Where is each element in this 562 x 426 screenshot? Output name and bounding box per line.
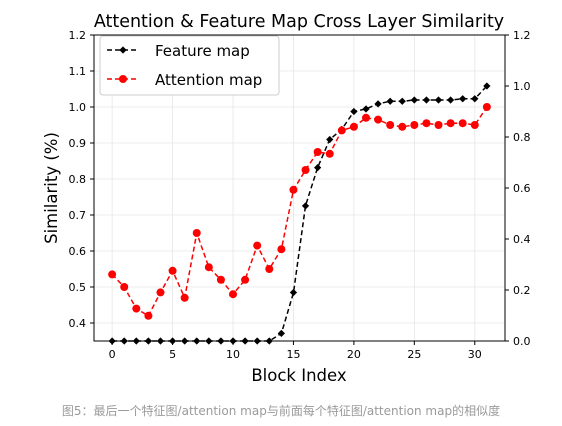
data-point — [168, 266, 177, 275]
data-point — [362, 105, 370, 113]
data-point — [204, 263, 213, 272]
series-line — [111, 106, 488, 317]
data-point — [458, 119, 467, 128]
y2-tick-label: 0.6 — [513, 182, 531, 195]
data-point — [277, 245, 286, 254]
legend-box — [99, 35, 280, 96]
x-axis-label: Block Index — [251, 366, 347, 385]
data-point — [386, 121, 395, 129]
legend-marker — [119, 75, 127, 83]
y-axis-ticks: 0.4 0.5 0.6 0.7 0.8 0.9 1.0 1.1 1.2 — [69, 29, 94, 330]
data-point — [434, 96, 443, 104]
data-point — [253, 241, 262, 250]
y2-tick-label: 0.0 — [513, 335, 531, 348]
data-point — [144, 311, 153, 320]
data-point — [265, 265, 274, 273]
data-point — [241, 275, 250, 284]
data-point — [398, 97, 406, 105]
data-point — [386, 97, 394, 105]
data-point — [374, 100, 382, 108]
y-tick-label: 1.1 — [69, 65, 87, 78]
y-tick-label: 1.0 — [69, 101, 87, 114]
data-point — [192, 229, 201, 237]
x-tick-label: 15 — [286, 348, 300, 361]
data-point — [277, 329, 285, 337]
plot-frame — [93, 34, 506, 342]
data-point — [374, 115, 383, 124]
y-tick-label: 0.6 — [69, 245, 87, 258]
data-point — [132, 304, 141, 313]
data-point — [434, 121, 443, 129]
data-point — [446, 119, 455, 128]
data-point — [229, 290, 238, 299]
series-layer — [108, 82, 491, 345]
x-tick-label: 5 — [169, 348, 176, 361]
data-point — [325, 149, 334, 158]
x-tick-label: 30 — [468, 348, 482, 361]
legend-label: Attention map — [155, 71, 262, 89]
y-tick-label: 0.5 — [69, 281, 87, 294]
data-point — [120, 283, 129, 291]
data-point — [410, 96, 418, 104]
data-point — [471, 95, 479, 103]
legend-marker — [119, 46, 127, 54]
data-point — [216, 275, 225, 284]
y-axis-label: Similarity (%) — [42, 132, 61, 244]
legend: Feature map Attention map — [99, 35, 280, 96]
series-1 — [108, 103, 491, 320]
data-point — [350, 107, 358, 116]
data-point — [459, 95, 467, 103]
legend-label: Feature map — [155, 42, 250, 60]
data-point — [301, 166, 310, 174]
data-point — [446, 96, 455, 104]
data-point — [422, 96, 431, 104]
chart-title: Attention & Feature Map Cross Layer Simi… — [94, 12, 504, 32]
y2-tick-label: 0.4 — [513, 233, 531, 246]
y-tick-label: 0.4 — [69, 317, 87, 330]
y2-axis-ticks: 0.0 0.2 0.4 0.6 0.8 1.0 1.2 — [505, 29, 531, 348]
data-point — [482, 103, 491, 111]
data-point — [483, 82, 491, 90]
data-point — [337, 126, 346, 135]
data-point — [470, 121, 479, 129]
data-point — [156, 288, 165, 297]
x-axis-ticks: 0 5 10 15 20 25 30 — [109, 341, 482, 361]
y-tick-label: 1.2 — [69, 29, 87, 42]
data-point — [301, 202, 310, 210]
data-point — [422, 119, 431, 128]
data-point — [289, 288, 298, 297]
data-point — [108, 270, 117, 279]
x-tick-label: 25 — [407, 348, 421, 361]
data-point — [361, 113, 370, 122]
y2-tick-label: 0.2 — [513, 284, 531, 297]
y2-tick-label: 0.8 — [513, 131, 531, 144]
data-point — [313, 148, 322, 156]
legend-entry-0: Feature map — [107, 42, 250, 60]
y-tick-label: 0.8 — [69, 173, 87, 186]
data-point — [289, 185, 298, 194]
data-point — [180, 293, 189, 302]
grid — [94, 34, 505, 341]
chart: Attention & Feature Map Cross Layer Simi… — [42, 12, 531, 385]
data-point — [326, 135, 334, 144]
legend-entry-1: Attention map — [107, 71, 262, 89]
y-tick-label: 0.7 — [69, 209, 87, 222]
y2-tick-label: 1.2 — [513, 29, 531, 42]
figure-caption: 图5：最后一个特征图/attention map与前面每个特征图/attenti… — [61, 404, 501, 418]
data-point — [314, 163, 322, 172]
x-tick-label: 0 — [109, 348, 116, 361]
y2-tick-label: 1.0 — [513, 80, 531, 93]
series-0 — [108, 82, 491, 345]
data-point — [398, 122, 407, 131]
x-tick-label: 10 — [226, 348, 240, 361]
data-point — [410, 121, 419, 129]
x-tick-label: 20 — [347, 348, 361, 361]
y-tick-label: 0.9 — [69, 137, 87, 150]
data-point — [349, 122, 358, 131]
